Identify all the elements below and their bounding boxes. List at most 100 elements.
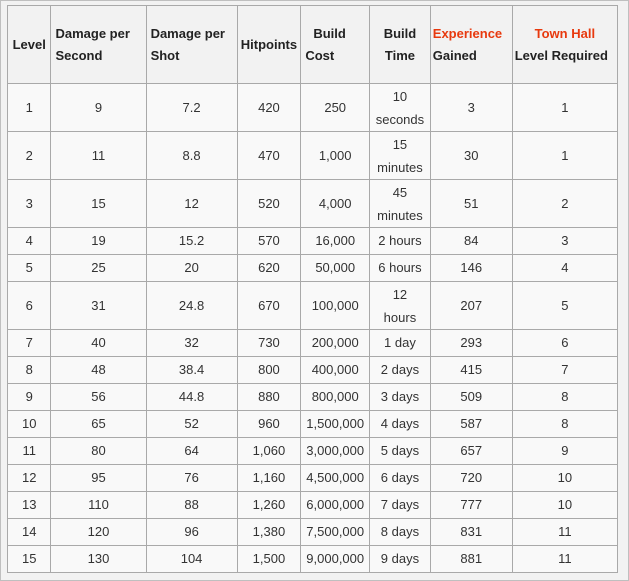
header-build-time: Build Time [369,5,431,84]
cell-experience: 3 [429,83,513,132]
header-damage-per-shot: Damage per Shot [145,5,238,84]
cell-damage-per-shot: 20 [145,254,238,282]
cell-town-hall-level: 5 [511,281,619,330]
build-time-text: 5 days [380,443,420,458]
cell-hitpoints: 960 [236,410,302,438]
cell-build-cost: 200,000 [300,329,371,357]
cell-build-time: 8 days [369,518,431,546]
cell-build-time: 5 days [369,437,431,465]
table-row: 3 15 12 520 4,000 45 minutes 51 2 [6,179,619,228]
build-time-text: 3 days [380,389,420,404]
cell-build-cost: 9,000,000 [300,545,371,573]
cell-experience: 84 [429,227,513,255]
cell-town-hall-level: 10 [511,491,619,519]
cell-experience: 831 [429,518,513,546]
cell-build-cost: 50,000 [300,254,371,282]
cell-build-time: 6 days [369,464,431,492]
cell-build-cost: 4,000 [300,179,371,228]
cell-damage-per-second: 65 [50,410,147,438]
table-row: 8 48 38.4 800 400,000 2 days 415 7 [6,356,619,384]
cell-build-time: 10 seconds [369,83,431,132]
cell-build-cost: 7,500,000 [300,518,371,546]
cell-town-hall-level: 11 [511,545,619,573]
cell-build-cost: 800,000 [300,383,371,411]
cell-damage-per-shot: 96 [145,518,238,546]
cell-hitpoints: 420 [236,83,302,132]
build-time-text: 4 days [380,416,420,431]
cell-build-cost: 6,000,000 [300,491,371,519]
header-experience-gained: Experience Gained [429,5,513,84]
table-row: 7 40 32 730 200,000 1 day 293 6 [6,329,619,357]
cell-town-hall-level: 11 [511,518,619,546]
cell-hitpoints: 1,500 [236,545,302,573]
cell-damage-per-shot: 15.2 [145,227,238,255]
cell-level: 3 [6,179,52,228]
cell-build-time: 4 days [369,410,431,438]
table-row: 4 19 15.2 570 16,000 2 hours 84 3 [6,227,619,255]
cell-damage-per-second: 48 [50,356,147,384]
build-time-text: hours [383,309,417,325]
cell-build-time: 45 minutes [369,179,431,228]
cell-town-hall-level: 9 [511,437,619,465]
build-time-text: 6 hours [378,260,422,275]
table-row: 12 95 76 1,160 4,500,000 6 days 720 10 [6,464,619,492]
cell-damage-per-shot: 7.2 [145,83,238,132]
cell-damage-per-second: 15 [50,179,147,228]
cell-damage-per-second: 95 [50,464,147,492]
cell-build-cost: 3,000,000 [300,437,371,465]
cell-build-time: 2 days [369,356,431,384]
cell-experience: 881 [429,545,513,573]
cell-level: 12 [6,464,52,492]
cell-experience: 146 [429,254,513,282]
build-time-text: 8 days [380,524,420,539]
building-levels-table: Level Damage per Second Damage per Shot … [6,5,619,573]
cell-build-cost: 4,500,000 [300,464,371,492]
cell-build-cost: 250 [300,83,371,132]
cell-damage-per-second: 130 [50,545,147,573]
table-row: 5 25 20 620 50,000 6 hours 146 4 [6,254,619,282]
cell-level: 2 [6,131,52,180]
cell-level: 9 [6,383,52,411]
build-time-text: 2 hours [378,233,422,248]
cell-build-cost: 1,000 [300,131,371,180]
cell-level: 14 [6,518,52,546]
cell-level: 4 [6,227,52,255]
cell-damage-per-second: 120 [50,518,147,546]
table-row: 9 56 44.8 880 800,000 3 days 509 8 [6,383,619,411]
cell-damage-per-shot: 38.4 [145,356,238,384]
cell-damage-per-second: 19 [50,227,147,255]
cell-town-hall-level: 1 [511,83,619,132]
cell-damage-per-shot: 52 [145,410,238,438]
cell-experience: 777 [429,491,513,519]
cell-damage-per-second: 11 [50,131,147,180]
build-time-text: 15 [392,136,408,152]
cell-damage-per-shot: 104 [145,545,238,573]
cell-build-time: 1 day [369,329,431,357]
cell-experience: 587 [429,410,513,438]
cell-level: 10 [6,410,52,438]
build-time-text: 7 days [380,497,420,512]
cell-hitpoints: 620 [236,254,302,282]
cell-level: 6 [6,281,52,330]
cell-experience: 30 [429,131,513,180]
cell-damage-per-shot: 24.8 [145,281,238,330]
cell-damage-per-shot: 44.8 [145,383,238,411]
cell-damage-per-second: 80 [50,437,147,465]
build-time-text: minutes [377,159,423,175]
table-row: 6 31 24.8 670 100,000 12 hours 207 5 [6,281,619,330]
cell-build-time: 7 days [369,491,431,519]
cell-hitpoints: 800 [236,356,302,384]
cell-town-hall-level: 2 [511,179,619,228]
build-time-text: 10 [392,88,408,104]
cell-hitpoints: 880 [236,383,302,411]
cell-build-time: 2 hours [369,227,431,255]
cell-build-time: 6 hours [369,254,431,282]
cell-hitpoints: 1,380 [236,518,302,546]
header-row: Level Damage per Second Damage per Shot … [6,5,619,84]
cell-build-time: 12 hours [369,281,431,330]
cell-experience: 293 [429,329,513,357]
cell-town-hall-level: 4 [511,254,619,282]
cell-experience: 51 [429,179,513,228]
cell-hitpoints: 570 [236,227,302,255]
